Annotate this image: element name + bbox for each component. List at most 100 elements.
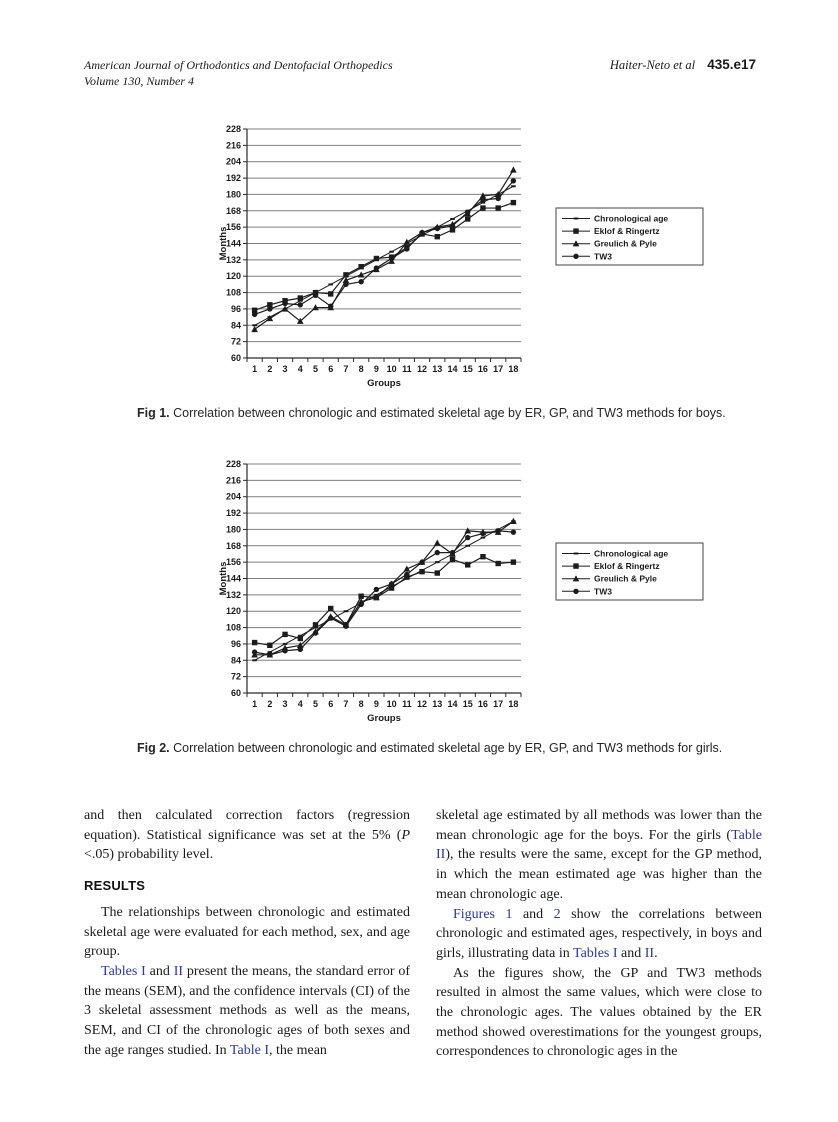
svg-text:60: 60 [231, 353, 241, 363]
svg-text:9: 9 [374, 699, 379, 709]
svg-text:6: 6 [328, 699, 333, 709]
svg-text:16: 16 [478, 364, 488, 374]
svg-text:7: 7 [343, 699, 348, 709]
svg-text:1: 1 [252, 364, 257, 374]
svg-text:144: 144 [226, 574, 241, 584]
y-axis-label: Months [218, 562, 229, 596]
svg-text:9: 9 [374, 364, 379, 374]
text-segment: and then calculated correction factors (… [84, 808, 410, 843]
series-tw3 [251, 178, 517, 318]
right-column: skeletal age estimated by all methods wa… [436, 806, 762, 1062]
legend-label: Chronological age [594, 214, 668, 224]
svg-text:192: 192 [226, 508, 241, 518]
svg-text:144: 144 [226, 239, 241, 249]
text-segment: and [512, 906, 554, 922]
svg-text:180: 180 [226, 189, 241, 199]
svg-text:156: 156 [226, 222, 241, 232]
series-eklof-ringertz [251, 199, 517, 313]
fig2-chart-girls: 6072849610812013214415616818019220421622… [218, 459, 704, 724]
body-paragraph: skeletal age estimated by all methods wa… [436, 806, 762, 905]
text-segment: and [617, 945, 645, 961]
crossref-link[interactable]: II [644, 945, 655, 961]
x-axis: 1 2 3 4 5 6 7 8 9 10 11 12 13 14 15 16 17 18 [246, 693, 522, 709]
svg-text:10: 10 [387, 364, 397, 374]
text-segment: <.05) probability level. [84, 847, 214, 863]
legend-label: Greulich & Pyle [594, 239, 657, 249]
authors: Haiter-Neto et al [609, 58, 696, 72]
svg-text:17: 17 [493, 699, 503, 709]
svg-text:228: 228 [226, 459, 241, 469]
y-axis-label: Months [218, 227, 229, 261]
svg-text:10: 10 [387, 699, 397, 709]
legend-label: Greulich & Pyle [594, 574, 657, 584]
svg-text:16: 16 [478, 699, 488, 709]
svg-text:2: 2 [267, 699, 272, 709]
svg-text:96: 96 [231, 639, 241, 649]
text-segment: . [654, 945, 658, 961]
svg-text:156: 156 [226, 557, 241, 567]
svg-text:13: 13 [432, 699, 442, 709]
svg-text:14: 14 [447, 364, 457, 374]
fig2-caption-label: Fig 2. [137, 741, 170, 755]
text-segment: skeletal age estimated by all methods wa… [436, 808, 762, 843]
text-segment: The relationships between chronologic an… [84, 904, 410, 960]
legend: Chronological age Eklof & Ringertz Greulic… [555, 542, 704, 601]
svg-text:14: 14 [447, 699, 457, 709]
fig1-caption-text: Correlation between chronologic and esti… [169, 406, 726, 420]
body-paragraph: Tables I and II present the means, the s… [84, 962, 410, 1061]
text-segment: P [401, 827, 410, 843]
svg-text:3: 3 [283, 364, 288, 374]
svg-text:18: 18 [508, 699, 518, 709]
fig1-caption: Fig 1. Correlation between chronologic a… [137, 404, 729, 423]
svg-text:1: 1 [252, 699, 257, 709]
crossref-link[interactable]: II [173, 963, 184, 979]
svg-text:11: 11 [402, 699, 412, 709]
svg-text:12: 12 [417, 699, 427, 709]
series-eklof-ringertz [251, 553, 517, 648]
x-axis-label: Groups [367, 713, 401, 724]
results-heading: RESULTS [84, 878, 146, 894]
svg-text:168: 168 [226, 206, 241, 216]
crossref-link[interactable]: Table II [436, 827, 762, 863]
x-axis-label: Groups [367, 378, 401, 389]
text-segment: show the correlations between chronologi… [436, 906, 762, 961]
svg-text:180: 180 [226, 524, 241, 534]
legend-label: Chronological age [594, 549, 668, 559]
svg-text:5: 5 [313, 699, 318, 709]
svg-text:108: 108 [226, 623, 241, 633]
text-segment: , the mean [268, 1042, 327, 1058]
svg-text:4: 4 [298, 364, 303, 374]
fig1-chart-boys: 6072849610812013214415616818019220421622… [218, 124, 704, 389]
body-text: and then calculated correction factors (… [84, 806, 762, 1062]
svg-text:216: 216 [226, 475, 241, 485]
svg-text:120: 120 [226, 271, 241, 281]
crossref-link[interactable]: Table I [229, 1042, 269, 1058]
crossref-link[interactable]: Figures 1 [453, 906, 513, 922]
fig1-caption-label: Fig 1. [137, 406, 170, 420]
gridlines: 60 72 84 96 108 120 132 144 156 168 180 192 204 216 22… [226, 124, 521, 363]
fig2-caption-text: Correlation between chronologic and esti… [169, 741, 723, 755]
svg-text:15: 15 [463, 699, 473, 709]
svg-text:8: 8 [359, 699, 364, 709]
svg-text:72: 72 [231, 672, 241, 682]
crossref-link[interactable]: Tables I [573, 945, 618, 961]
svg-text:7: 7 [343, 364, 348, 374]
left-column: and then calculated correction factors (… [84, 806, 410, 1062]
body-paragraph: Figures 1 and 2 show the correlations be… [436, 905, 762, 964]
svg-text:204: 204 [226, 492, 241, 502]
legend-label: TW3 [594, 586, 612, 596]
crossref-link[interactable]: Tables I [101, 963, 146, 979]
page-number: 435.e17 [707, 57, 756, 72]
svg-text:15: 15 [463, 364, 473, 374]
crossref-link[interactable]: 2 [553, 906, 561, 922]
fig2-caption: Fig 2. Correlation between chronologic a… [137, 739, 729, 758]
series-chronological-age [252, 185, 516, 327]
text-segment: and [145, 963, 174, 979]
svg-text:11: 11 [402, 364, 412, 374]
body-paragraph: The relationships between chronologic an… [84, 903, 410, 962]
legend-label: Eklof & Ringertz [594, 226, 660, 236]
svg-text:132: 132 [226, 255, 241, 265]
legend-label: TW3 [594, 251, 612, 261]
svg-text:4: 4 [298, 699, 303, 709]
